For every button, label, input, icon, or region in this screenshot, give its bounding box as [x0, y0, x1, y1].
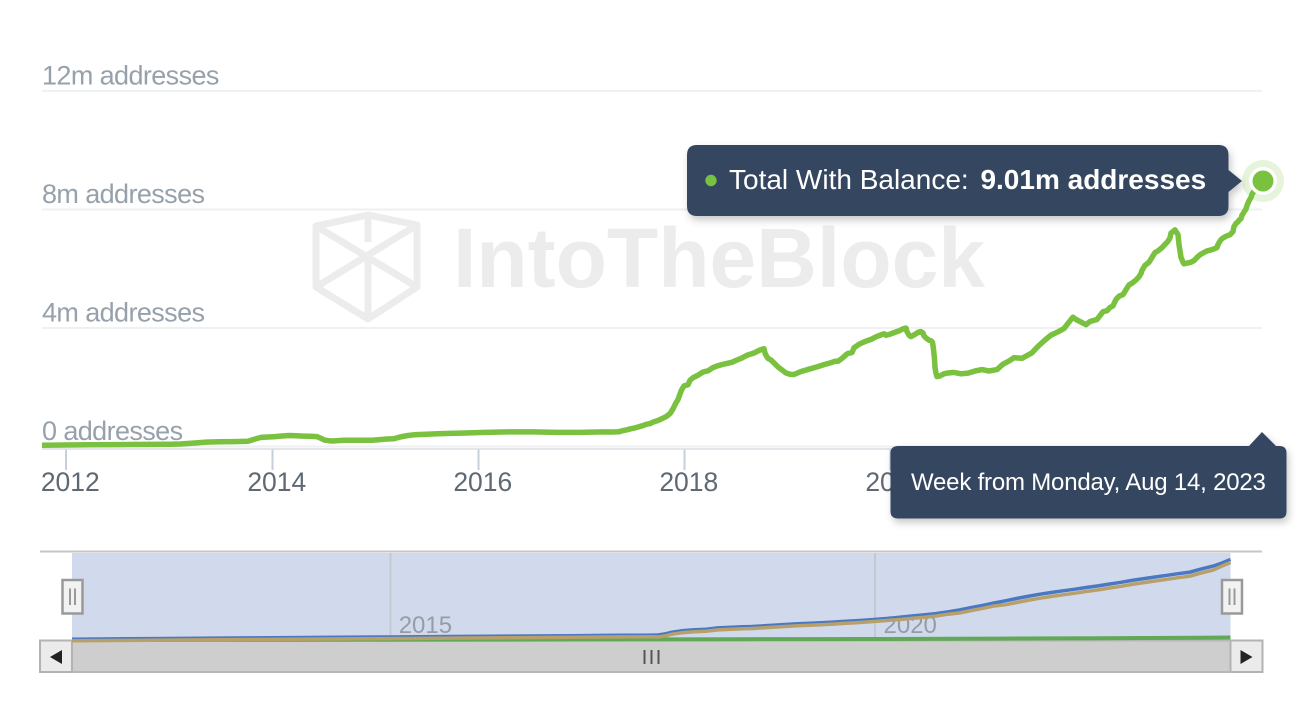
svg-text:2015: 2015	[399, 612, 452, 639]
svg-text:2014: 2014	[247, 467, 306, 497]
svg-text:12m addresses: 12m addresses	[42, 61, 219, 91]
svg-text:4m addresses: 4m addresses	[42, 298, 204, 328]
svg-text:2016: 2016	[453, 467, 512, 497]
svg-text:IntoTheBlock: IntoTheBlock	[453, 211, 985, 305]
svg-text:8m addresses: 8m addresses	[42, 179, 204, 209]
svg-text:Week from Monday, Aug 14, 2023: Week from Monday, Aug 14, 2023	[911, 469, 1266, 496]
svg-text:2012: 2012	[41, 467, 100, 497]
svg-text:0 addresses: 0 addresses	[42, 416, 183, 446]
svg-text:2018: 2018	[659, 467, 718, 497]
svg-text:Total With Balance: 9.01m addr: Total With Balance: 9.01m addresses	[729, 164, 1206, 195]
